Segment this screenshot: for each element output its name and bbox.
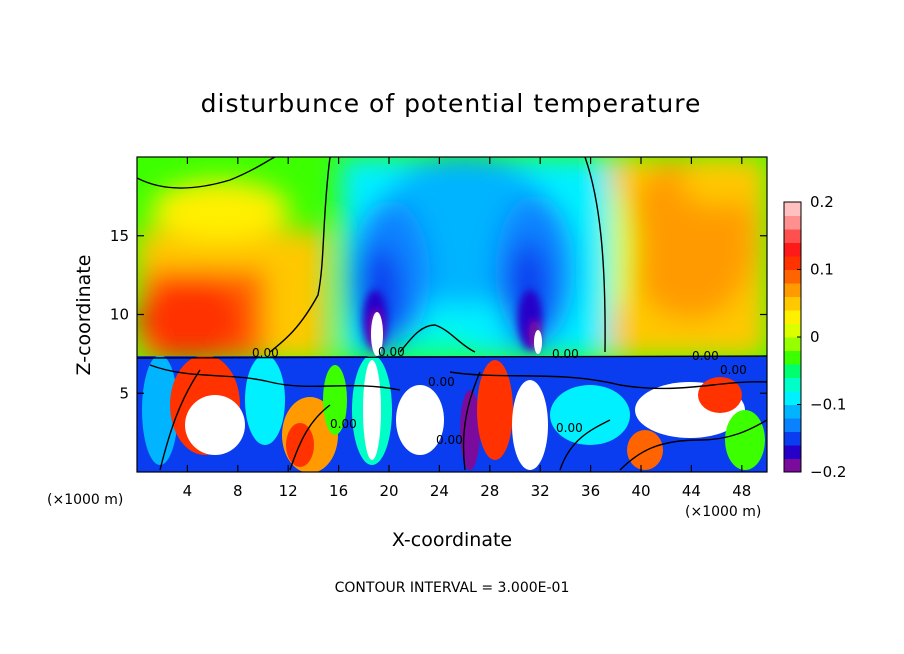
colorbar-swatch (784, 445, 801, 459)
y-tick-label: 15 (110, 227, 129, 245)
colorbar (784, 202, 801, 473)
contour-label: 0.00 (556, 421, 583, 435)
x-tick-label: 36 (581, 482, 600, 500)
contour-label: 0.00 (436, 433, 463, 447)
upper-core-white-left (371, 312, 383, 356)
colorbar-swatch (784, 310, 801, 324)
x-unit-label-right: (×1000 m) (685, 504, 761, 520)
x-tick-label: 40 (631, 482, 650, 500)
colorbar-swatch (784, 256, 801, 270)
colorbar-tick-label: 0 (810, 328, 820, 346)
y-axis: 5 10 15 (110, 227, 767, 402)
contour-labels: 0.00 0.00 0.00 0.00 0.00 0.00 0.00 0.00 … (252, 345, 747, 447)
colorbar-swatch (784, 242, 801, 257)
colorbar-swatch (784, 391, 801, 405)
x-axis-title: X-coordinate (392, 529, 512, 551)
x-tick-label: 24 (430, 482, 449, 500)
colorbar-tick-label: −0.1 (810, 396, 846, 414)
colorbar-swatch (784, 296, 801, 311)
x-tick-label: 48 (732, 482, 751, 500)
colorbar-swatch (784, 458, 801, 473)
upper-field (137, 157, 767, 360)
x-axis: 4 8 12 16 20 24 28 32 36 40 44 48 (183, 157, 751, 500)
x-tick-label: 12 (279, 482, 298, 500)
contour-label: 0.00 (428, 375, 455, 389)
lower-field (137, 356, 767, 472)
plot-area: 0.00 0.00 0.00 0.00 0.00 0.00 0.00 0.00 … (137, 157, 767, 472)
colorbar-tick-label: −0.2 (810, 463, 846, 481)
colorbar-swatch (784, 337, 801, 351)
contour-label: 0.00 (330, 417, 357, 431)
colorbar-swatch (784, 377, 801, 392)
colorbar-swatch (784, 269, 801, 284)
x-unit-label-left: (×1000 m) (47, 492, 123, 508)
colorbar-swatch (784, 418, 801, 432)
y-axis-title: Z-coordinate (73, 255, 95, 376)
x-tick-label: 20 (379, 482, 398, 500)
colorbar-swatch (784, 404, 801, 419)
y-tick-label: 10 (110, 306, 129, 324)
colorbar-swatch (784, 283, 801, 297)
colorbar-swatch (784, 350, 801, 365)
colorbar-ticks: 0.2 0.1 0 −0.1 −0.2 (797, 193, 846, 481)
chart-title: disturbunce of potential temperature (201, 89, 702, 118)
x-tick-label: 28 (480, 482, 499, 500)
upper-core-white-right (534, 330, 542, 354)
colorbar-swatch (784, 431, 801, 446)
colorbar-swatch (784, 364, 801, 378)
contour-label: 0.00 (720, 363, 747, 377)
colorbar-tick-label: 0.1 (810, 261, 834, 279)
x-tick-label: 4 (183, 482, 193, 500)
colorbar-swatch (784, 202, 801, 216)
contour-lines (137, 157, 767, 471)
contour-label: 0.00 (378, 345, 405, 359)
x-tick-label: 16 (329, 482, 348, 500)
contour-label: 0.00 (252, 346, 279, 360)
x-tick-label: 32 (531, 482, 550, 500)
colorbar-tick-label: 0.2 (810, 193, 834, 211)
contour-label: 0.00 (692, 349, 719, 363)
colorbar-swatch (784, 229, 801, 243)
colorbar-swatch (784, 323, 801, 338)
x-tick-label: 44 (682, 482, 701, 500)
colorbar-swatch (784, 215, 801, 230)
contour-label: 0.00 (552, 347, 579, 361)
contour-interval-note: CONTOUR INTERVAL = 3.000E-01 (335, 580, 570, 596)
x-tick-label: 8 (233, 482, 243, 500)
y-tick-label: 5 (119, 384, 129, 402)
